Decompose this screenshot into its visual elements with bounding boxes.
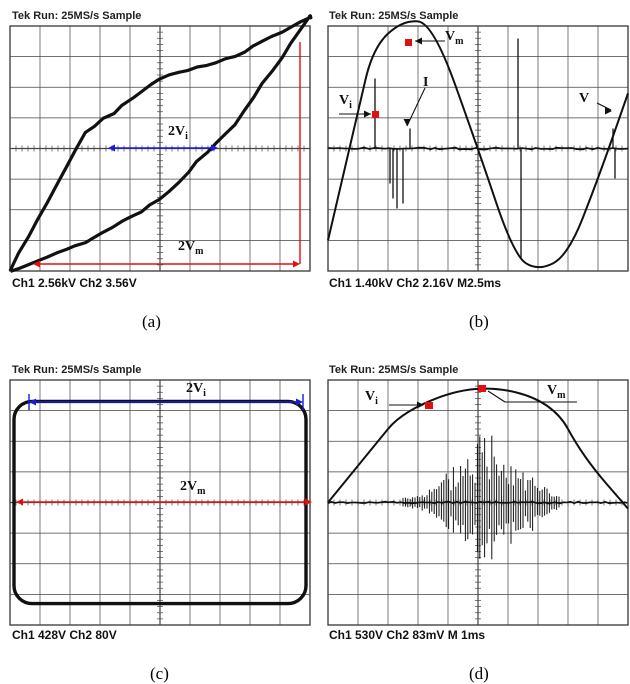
panel-b: Tek Run: 25MS/s Sample Vm Vi I V Ch1 1.40kV… (315, 0, 630, 331)
red-arrow-head-right (305, 498, 312, 506)
grid-c (9, 379, 311, 626)
panel-d-footer: Ch1 530V Ch2 83mV M 1ms (329, 628, 486, 642)
blue-arrow-head-right (296, 398, 303, 406)
vm-marker (405, 39, 412, 46)
panel-d-header: Tek Run: 25MS/s Sample (329, 364, 459, 376)
vi-marker (425, 402, 433, 409)
blue-arrow-head-right (211, 144, 218, 152)
panel-c-footer: Ch1 428V Ch2 80V (12, 628, 117, 642)
panel-c-caption: (c) (150, 664, 169, 683)
label-2vi: 2Vi (168, 124, 188, 142)
blue-arrow-head-left (108, 144, 115, 152)
current-trace (327, 146, 629, 151)
panel-a-footer: Ch1 2.56kV Ch2 3.56V (12, 276, 137, 290)
blue-arrow-head-left (29, 398, 36, 406)
panel-d: Tek Run: 25MS/s Sample Vi Vm Ch1 530V Ch2… (315, 358, 630, 684)
current-trace (327, 500, 628, 505)
panel-a-plot: 2Vi 2Vm (8, 14, 313, 273)
vm-marker (478, 385, 486, 392)
panel-b-caption: (b) (469, 312, 489, 331)
vm-pointer-head (415, 37, 422, 45)
panel-a-caption: (a) (142, 312, 161, 331)
panel-c-plot: 2Vi 2Vm (9, 379, 312, 626)
loop-trace (8, 14, 313, 273)
vm-pointer (487, 390, 506, 403)
vi-marker (372, 111, 379, 118)
label-vi: Vi (339, 93, 352, 111)
label-vi: Vi (365, 389, 378, 407)
red-arrow-head-left (33, 260, 40, 268)
panel-d-plot: Vi Vm (327, 379, 629, 626)
label-2vm: 2Vm (178, 239, 204, 257)
panel-c-header: Tek Run: 25MS/s Sample (12, 364, 142, 376)
voltage-trace (327, 20, 629, 269)
label-vm: Vm (547, 383, 566, 401)
panel-a-header: Tek Run: 25MS/s Sample (12, 10, 142, 22)
label-2vi: 2Vi (186, 381, 206, 399)
i-pointer-head (403, 119, 411, 126)
panel-b-header: Tek Run: 25MS/s Sample (329, 10, 459, 22)
panel-d-caption: (d) (469, 664, 489, 683)
red-arrow-head-right (293, 260, 300, 268)
vi-pointer-head (417, 401, 424, 409)
vi-pointer-head (364, 110, 371, 118)
panel-a: Tek Run: 25MS/s Sample 2Vi 2Vm Ch1 2.56kV… (0, 0, 320, 331)
red-arrow-head-left (16, 498, 23, 506)
v-pointer-head (605, 107, 612, 115)
v-pointer (596, 102, 612, 111)
label-i: I (423, 75, 428, 90)
label-v: V (579, 91, 589, 106)
panel-c: Tek Run: 25MS/s Sample 2Vi 2Vm Ch1 428V C… (0, 358, 320, 684)
label-2vm: 2Vm (180, 479, 206, 497)
panel-b-footer: Ch1 1.40kV Ch2 2.16V M2.5ms (329, 276, 502, 290)
